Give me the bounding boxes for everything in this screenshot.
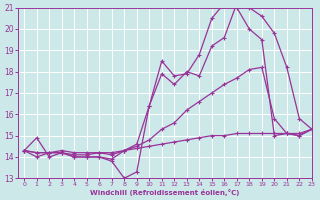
X-axis label: Windchill (Refroidissement éolien,°C): Windchill (Refroidissement éolien,°C): [90, 189, 240, 196]
